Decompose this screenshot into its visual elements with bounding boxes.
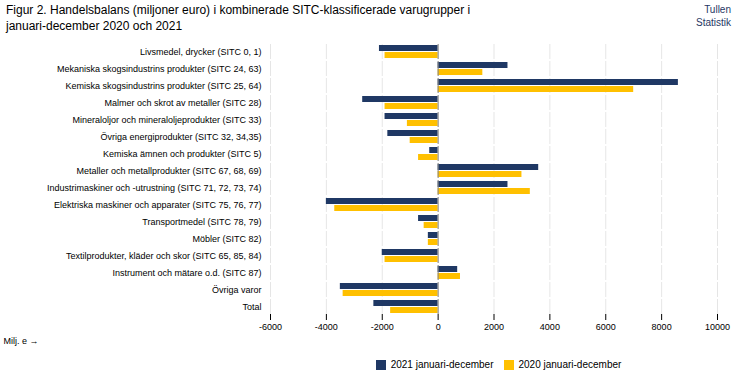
svg-text:Möbler (SITC 82): Möbler (SITC 82) (192, 234, 261, 244)
svg-text:Total: Total (242, 302, 261, 312)
svg-text:Industrimaskiner och -utrustni: Industrimaskiner och -utrustning (SITC 7… (47, 183, 262, 193)
svg-text:Milj. e →: Milj. e → (4, 336, 39, 346)
svg-text:Malmer och skrot av metaller (: Malmer och skrot av metaller (SITC 28) (104, 98, 261, 108)
svg-text:Metaller och metallprodukter (: Metaller och metallprodukter (SITC 67, 6… (76, 166, 261, 176)
svg-text:Övriga varor: Övriga varor (212, 285, 262, 295)
svg-text:Textilprodukter, kläder och sk: Textilprodukter, kläder och skor (SITC 6… (66, 251, 262, 261)
svg-text:6000: 6000 (596, 322, 616, 332)
html-text:Tullen Statistik: Tullen Statistik (696, 4, 731, 28)
svg-text:-4000: -4000 (315, 322, 338, 332)
svg-text:2000: 2000 (484, 322, 504, 332)
svg-text:0: 0 (436, 322, 441, 332)
svg-text:Transportmedel (SITC 78, 79): Transportmedel (SITC 78, 79) (142, 217, 261, 227)
svg-text:Livsmedel, drycker (SITC 0, 1): Livsmedel, drycker (SITC 0, 1) (140, 47, 262, 57)
html-text:2020 januari-december: 2020 januari-december (518, 359, 622, 371)
svg-text:8000: 8000 (652, 322, 672, 332)
html-text:2021 januari-december: 2021 januari-december (390, 359, 494, 371)
svg-text:Elektriska maskiner och appara: Elektriska maskiner och apparater (SITC … (54, 200, 262, 210)
svg-text:Kemiska skogsindustrins produk: Kemiska skogsindustrins produkter (SITC … (65, 81, 261, 91)
svg-text:Övriga energiprodukter (SITC 3: Övriga energiprodukter (SITC 32, 34,35) (100, 132, 261, 142)
html-text:Figur 2. Handelsbalans (miljon: Figur 2. Handelsbalans (miljoner euro) i… (6, 3, 471, 33)
svg-text:-6000: -6000 (259, 322, 282, 332)
svg-text:10000: 10000 (705, 322, 730, 332)
svg-text:-2000: -2000 (371, 322, 394, 332)
svg-text:Kemiska ämnen och produkter (S: Kemiska ämnen och produkter (SITC 5) (103, 149, 262, 159)
svg-text:4000: 4000 (540, 322, 560, 332)
svg-text:Mekaniska skogsindustrins prod: Mekaniska skogsindustrins produkter (SIT… (57, 64, 262, 74)
svg-text:Mineraloljor och mineraloljepr: Mineraloljor och mineraloljeprodukter (S… (72, 115, 261, 125)
svg-text:Instrument och mätare o.d. (SI: Instrument och mätare o.d. (SITC 87) (112, 268, 261, 278)
